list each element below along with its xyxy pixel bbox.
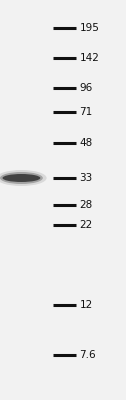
Text: 22: 22 [79,220,93,230]
Text: 48: 48 [79,138,93,148]
Text: 7.6: 7.6 [79,350,96,360]
Ellipse shape [3,174,40,182]
Text: 33: 33 [79,173,93,183]
Text: 71: 71 [79,107,93,117]
Text: 12: 12 [79,300,93,310]
Ellipse shape [0,170,47,186]
Text: 142: 142 [79,53,99,63]
Text: 28: 28 [79,200,93,210]
Ellipse shape [0,172,43,184]
Text: 195: 195 [79,23,99,33]
Text: 96: 96 [79,83,93,93]
